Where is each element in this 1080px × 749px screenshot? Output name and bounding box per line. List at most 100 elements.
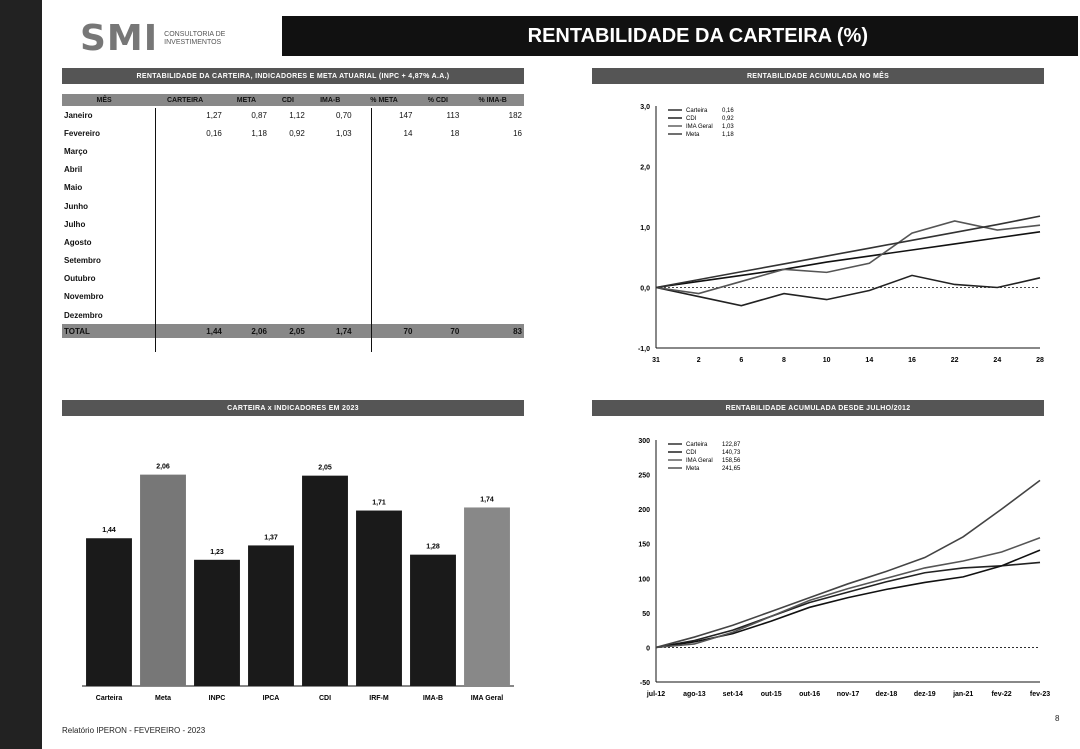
legend-value: 1,18 [722,132,734,138]
x-tick-label: 8 [782,357,786,364]
bar-value-label: 1,28 [426,544,440,551]
cell-pct-meta [354,161,415,179]
cell-imab: 0,70 [336,110,352,120]
cell-meta [224,161,269,179]
bar [140,474,186,686]
cell-meta [224,288,269,306]
table-row: Abril [62,161,524,179]
col-header-imab: IMA-B [306,94,354,106]
cell-mes: Janeiro [64,110,93,120]
legend-value: 122,87 [722,442,741,448]
y-tick-label: 50 [642,611,650,618]
x-tick-label: fev-22 [991,691,1011,698]
cell-pct-imab [461,252,524,270]
y-tick-label: 0 [646,645,650,652]
legend-label: Meta [686,132,700,138]
legend-label: CDI [686,116,697,122]
table-row: Maio [62,179,524,197]
cell-cdi [269,270,307,288]
y-tick-label: 200 [638,507,650,514]
cell-pct-imab [461,233,524,251]
cell-meta: 0,87 [251,110,267,120]
table-row: Setembro [62,252,524,270]
x-tick-label: 6 [739,357,743,364]
series-line-cdi [655,549,1041,649]
table-row: Dezembro [62,306,524,324]
col-header-pct-meta: % META [353,94,415,106]
cell-meta: 1,18 [251,128,267,138]
cell-pct-cdi [414,215,461,233]
left-edge-bar [0,0,42,749]
cell-pct-cdi [414,142,461,160]
legend-value: 0,92 [722,116,734,122]
y-tick-label: -50 [640,680,650,687]
x-tick-label: dez-18 [876,691,898,698]
x-tick-label: 31 [652,357,660,364]
cell-imab [307,197,354,215]
bar [410,554,456,686]
bar-value-label: 1,37 [264,534,278,541]
bar-category-label: CDI [319,695,331,702]
cell-pct-meta: 147 [399,110,413,120]
cell-imab [307,306,354,324]
series-line-carteira [655,274,1041,307]
x-tick-label: dez-19 [914,691,936,698]
col-header-carteira: CARTEIRA [146,94,224,106]
cell-meta [224,233,269,251]
cell-meta [224,270,269,288]
cell-cdi: 0,92 [289,128,305,138]
cell-pct-meta [354,179,415,197]
bar-category-label: Meta [155,695,171,702]
page-number: 8 [1055,714,1060,723]
cell-carteira [146,179,224,197]
bar-category-label: IMA Geral [471,695,503,702]
cell-pct-imab [461,288,524,306]
x-tick-label: 22 [951,357,959,364]
legend-label: IMA Geral [686,458,713,464]
x-tick-label: nov-17 [837,691,860,698]
indicators-bar-chart: 1,44 Carteira 2,06 Meta 1,23 INPC 1,37 IPCA 2,05… [82,464,514,702]
series-line-meta [655,215,1041,289]
cell-cdi [269,197,307,215]
cell-carteira [146,233,224,251]
cell-carteira [146,252,224,270]
total-cell-imab: 1,74 [306,324,354,339]
cell-carteira: 0,16 [206,128,222,138]
cell-carteira [146,270,224,288]
y-tick-label: 100 [638,576,650,583]
cell-imab [307,252,354,270]
cell-pct-cdi: 18 [450,128,460,138]
monthly-line-chart: 3,0 2,0 1,0 0,0 -1,031 2 6 8 10 14 16 22 24 28 Carteir… [638,104,1044,364]
legend-value: 0,16 [722,108,734,114]
cell-carteira [146,215,224,233]
x-tick-label: 2 [697,357,701,364]
cell-imab [307,142,354,160]
bar [86,538,132,686]
y-tick-label: 150 [638,542,650,549]
cell-meta [224,197,269,215]
cell-mes: Setembro [64,256,101,266]
cell-pct-imab: 182 [508,110,522,120]
bar [248,545,294,686]
cell-pct-imab [461,179,524,197]
cell-pct-cdi [414,252,461,270]
bars-section-title: CARTEIRA x INDICADORES EM 2023 [62,400,524,416]
table-section-title: RENTABILIDADE DA CARTEIRA, INDICADORES E… [62,68,524,84]
cell-cdi [269,252,307,270]
longterm-line-chart: 300 250 200 150 100 50 0 -50 jul-12 ago-13 set-14 o… [638,438,1050,698]
table-row: Julho [62,215,524,233]
cell-pct-meta [354,288,415,306]
cell-pct-imab [461,161,524,179]
monthly-chart-section-title: RENTABILIDADE ACUMULADA NO MÊS [592,68,1044,84]
table-row: Novembro [62,288,524,306]
bar [302,475,348,686]
table-total-row: TOTAL 1,44 2,06 2,05 1,74 70 70 83 [62,324,524,339]
table-row: Junho [62,197,524,215]
legend-value: 158,56 [722,458,741,464]
y-tick-label: -1,0 [638,346,650,353]
cell-cdi: 1,12 [289,110,305,120]
logo-subtitle: CONSULTORIA DE INVESTIMENTOS [164,30,226,46]
x-tick-label: set-14 [723,691,743,698]
col-header-mes: MÊS [62,94,147,106]
table-divider-left [155,108,156,352]
